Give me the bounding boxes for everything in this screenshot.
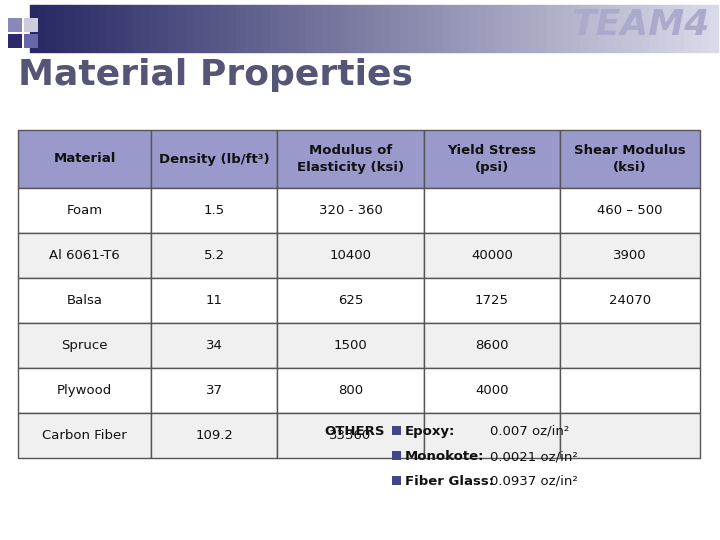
- Text: 460 – 500: 460 – 500: [598, 204, 663, 217]
- Bar: [277, 130, 424, 188]
- Bar: [560, 130, 700, 188]
- Bar: [277, 323, 424, 368]
- Text: 4000: 4000: [475, 384, 509, 397]
- Text: 800: 800: [338, 384, 363, 397]
- Text: Fiber Glass:: Fiber Glass:: [405, 475, 494, 488]
- Text: 0.007 oz/in²: 0.007 oz/in²: [490, 425, 570, 438]
- Text: Material: Material: [53, 152, 116, 165]
- Bar: [18, 278, 151, 323]
- Text: 0.0937 oz/in²: 0.0937 oz/in²: [490, 475, 577, 488]
- Bar: [424, 323, 560, 368]
- Bar: [277, 278, 424, 323]
- Text: Density (lb/ft³): Density (lb/ft³): [159, 152, 269, 165]
- Text: Plywood: Plywood: [57, 384, 112, 397]
- Text: Al 6061-T6: Al 6061-T6: [49, 249, 120, 262]
- Bar: [151, 188, 277, 233]
- Bar: [151, 323, 277, 368]
- Bar: [8, 34, 22, 48]
- Bar: [392, 426, 401, 435]
- Text: 11: 11: [206, 294, 222, 307]
- Bar: [560, 323, 700, 368]
- Bar: [392, 476, 401, 485]
- Text: 1.5: 1.5: [204, 204, 225, 217]
- Text: 1725: 1725: [475, 294, 509, 307]
- Bar: [277, 413, 424, 458]
- Bar: [277, 233, 424, 278]
- Text: 320 - 360: 320 - 360: [318, 204, 382, 217]
- Bar: [8, 18, 22, 32]
- Bar: [277, 368, 424, 413]
- Text: 1500: 1500: [333, 339, 367, 352]
- Text: Yield Stress
(psi): Yield Stress (psi): [447, 145, 536, 173]
- Bar: [151, 130, 277, 188]
- Text: Foam: Foam: [66, 204, 102, 217]
- Bar: [24, 18, 38, 32]
- Bar: [424, 130, 560, 188]
- Text: Material Properties: Material Properties: [18, 58, 413, 92]
- Text: TEAM4: TEAM4: [572, 8, 710, 42]
- Bar: [560, 368, 700, 413]
- Text: 625: 625: [338, 294, 363, 307]
- Bar: [392, 451, 401, 460]
- Bar: [424, 278, 560, 323]
- Bar: [560, 413, 700, 458]
- Text: 109.2: 109.2: [195, 429, 233, 442]
- Text: 3900: 3900: [613, 249, 647, 262]
- Bar: [18, 130, 151, 188]
- Bar: [151, 278, 277, 323]
- Text: 37: 37: [206, 384, 222, 397]
- Text: Spruce: Spruce: [61, 339, 108, 352]
- Bar: [424, 233, 560, 278]
- Bar: [18, 188, 151, 233]
- Text: 0.0021 oz/in²: 0.0021 oz/in²: [490, 450, 577, 463]
- Text: 10400: 10400: [330, 249, 372, 262]
- Text: Epoxy:: Epoxy:: [405, 425, 455, 438]
- Bar: [424, 413, 560, 458]
- Bar: [560, 233, 700, 278]
- Text: Balsa: Balsa: [66, 294, 102, 307]
- Text: Monokote:: Monokote:: [405, 450, 485, 463]
- Bar: [151, 233, 277, 278]
- Bar: [151, 413, 277, 458]
- Bar: [151, 368, 277, 413]
- Text: Shear Modulus
(ksi): Shear Modulus (ksi): [575, 145, 686, 173]
- Bar: [18, 413, 151, 458]
- Bar: [424, 368, 560, 413]
- Text: Modulus of
Elasticity (ksi): Modulus of Elasticity (ksi): [297, 145, 404, 173]
- Bar: [560, 278, 700, 323]
- Text: 24070: 24070: [609, 294, 651, 307]
- Text: 33360: 33360: [329, 429, 372, 442]
- Bar: [18, 323, 151, 368]
- Text: Carbon Fiber: Carbon Fiber: [42, 429, 127, 442]
- Bar: [18, 368, 151, 413]
- Text: 40000: 40000: [471, 249, 513, 262]
- Text: 8600: 8600: [475, 339, 509, 352]
- Bar: [24, 34, 38, 48]
- Bar: [277, 188, 424, 233]
- Bar: [560, 188, 700, 233]
- Text: 34: 34: [206, 339, 222, 352]
- Text: 5.2: 5.2: [204, 249, 225, 262]
- Bar: [18, 233, 151, 278]
- Bar: [424, 188, 560, 233]
- Text: OTHERS: OTHERS: [325, 425, 385, 438]
